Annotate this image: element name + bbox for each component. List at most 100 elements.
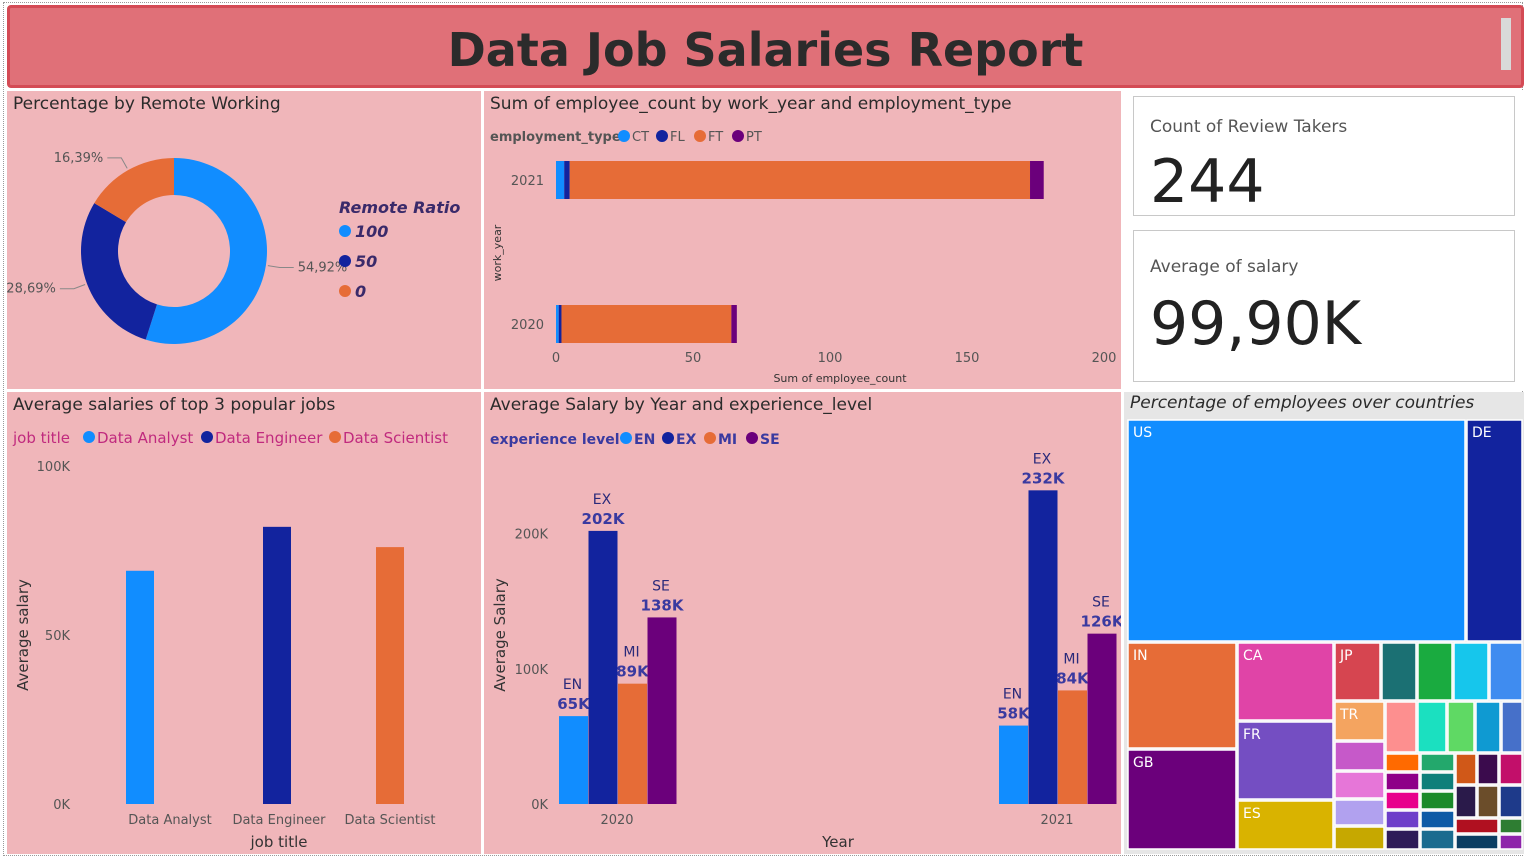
- countries-panel[interactable]: Percentage of employees over countries U…: [1124, 392, 1524, 854]
- emp-bar-2021-FT[interactable]: [569, 161, 1031, 199]
- emp-bar-2021-FL[interactable]: [564, 161, 570, 199]
- treemap-cell-US[interactable]: [1127, 419, 1466, 642]
- donut-slice-0[interactable]: [94, 158, 174, 223]
- jobs-bar-0[interactable]: [126, 570, 154, 804]
- jobs-legend-marker-2: [329, 431, 341, 443]
- treemap-cell-small-32[interactable]: [1499, 834, 1523, 850]
- emp-legend-label-FT: FT: [708, 130, 723, 145]
- sy-bar-2020-EN[interactable]: [559, 716, 588, 804]
- treemap-cell-small-3[interactable]: [1489, 642, 1523, 701]
- treemap-cell-TR[interactable]: [1334, 701, 1385, 741]
- treemap-cell-small-4[interactable]: [1385, 701, 1417, 753]
- emp-bar-2020-FT[interactable]: [561, 305, 732, 343]
- treemap-cell-small-28[interactable]: [1499, 785, 1523, 818]
- salary-year-panel[interactable]: Average Salary by Year and experience_le…: [484, 392, 1121, 854]
- treemap-cell-small-0[interactable]: [1381, 642, 1417, 701]
- treemap-cell-small-7[interactable]: [1475, 701, 1501, 753]
- donut-leader-50: [59, 284, 86, 290]
- sy-value-label-2020-MI: 89K: [616, 663, 650, 681]
- donut-legend-label-0: 0: [355, 282, 366, 301]
- treemap-cell-FR[interactable]: [1237, 721, 1334, 800]
- treemap-cell-small-26[interactable]: [1455, 785, 1477, 818]
- sy-value-label-2021-MI: 84K: [1056, 669, 1090, 687]
- treemap-cell-small-23[interactable]: [1455, 753, 1477, 785]
- emp-bar-2020-CT[interactable]: [556, 305, 559, 343]
- treemap-cell-ES[interactable]: [1237, 800, 1334, 850]
- treemap-cell-small-12[interactable]: [1334, 826, 1385, 850]
- sy-bar-2021-EX[interactable]: [1028, 490, 1058, 804]
- treemap-cell-small-21[interactable]: [1420, 810, 1455, 829]
- remote-donut-chart[interactable]: 54,92% 28,69% 16,39% Remote Ratio 100 50 0: [7, 91, 481, 389]
- treemap-cell-small-10[interactable]: [1334, 771, 1385, 799]
- treemap-cell-small-13[interactable]: [1385, 753, 1420, 772]
- treemap-cell-small-24[interactable]: [1477, 753, 1499, 785]
- sy-series-label-2020-SE: SE: [652, 578, 670, 594]
- treemap-cell-small-8[interactable]: [1501, 701, 1523, 753]
- treemap-cell-small-19[interactable]: [1420, 772, 1455, 791]
- sy-legend-label-EN: EN: [634, 432, 655, 448]
- treemap-cell-small-16[interactable]: [1385, 810, 1420, 829]
- emp-xtick-0: 0: [552, 351, 560, 366]
- remote-working-panel[interactable]: Percentage by Remote Working 54,92% 28,69…: [7, 91, 481, 389]
- donut-slice-50[interactable]: [80, 203, 157, 340]
- treemap-cell-small-18[interactable]: [1420, 753, 1455, 772]
- sy-value-label-2021-EX: 232K: [1022, 469, 1066, 487]
- treemap-cell-small-5[interactable]: [1417, 701, 1447, 753]
- emp-legend-label-CT: CT: [632, 130, 649, 145]
- sy-value-label-2020-EX: 202K: [582, 510, 626, 528]
- treemap-cell-small-29[interactable]: [1455, 818, 1499, 834]
- donut-legend-label-50: 50: [355, 252, 377, 271]
- top-jobs-bar-chart[interactable]: job title Data Analyst Data Engineer Data S…: [7, 392, 481, 854]
- emp-bar-2020-FL[interactable]: [558, 305, 562, 343]
- jobs-bar-1[interactable]: [263, 526, 291, 804]
- avg-salary-card[interactable]: Average of salary 99,90K: [1133, 230, 1515, 382]
- sy-bar-2020-EX[interactable]: [588, 530, 618, 804]
- sy-bar-2021-EN[interactable]: [999, 725, 1028, 804]
- treemap-cell-CA[interactable]: [1237, 642, 1334, 721]
- treemap-cell-small-31[interactable]: [1455, 834, 1499, 850]
- sy-legend-marker-EN: [620, 432, 632, 444]
- sy-xlabel: Year: [821, 833, 855, 851]
- treemap-cell-small-11[interactable]: [1334, 799, 1385, 826]
- sy-bar-2020-MI[interactable]: [618, 683, 647, 804]
- treemap-cell-small-9[interactable]: [1334, 741, 1385, 771]
- sy-bar-2021-MI[interactable]: [1058, 690, 1087, 804]
- jobs-bar-2[interactable]: [376, 547, 404, 804]
- treemap-cell-small-1[interactable]: [1417, 642, 1453, 701]
- treemap-cell-IN[interactable]: [1127, 642, 1237, 749]
- emp-xtick-50: 50: [685, 351, 702, 366]
- treemap-cell-small-6[interactable]: [1447, 701, 1475, 753]
- emp-bar-2021-PT[interactable]: [1030, 161, 1044, 199]
- header-scrollbar[interactable]: [1501, 18, 1511, 70]
- emp-legend-label-PT: PT: [746, 130, 762, 145]
- treemap-cell-small-22[interactable]: [1420, 829, 1455, 850]
- review-takers-label: Count of Review Takers: [1150, 117, 1348, 137]
- sy-legend-marker-EX: [662, 432, 674, 444]
- treemap-cell-small-17[interactable]: [1385, 829, 1420, 850]
- treemap-cell-small-25[interactable]: [1499, 753, 1523, 785]
- donut-slice-100[interactable]: [145, 158, 268, 344]
- treemap-cell-small-30[interactable]: [1499, 818, 1523, 834]
- treemap-cell-small-15[interactable]: [1385, 791, 1420, 810]
- emp-xlabel: Sum of employee_count: [773, 372, 907, 385]
- treemap-cell-DE[interactable]: [1466, 419, 1523, 642]
- treemap-cell-GB[interactable]: [1127, 749, 1237, 850]
- sy-bar-2020-SE[interactable]: [647, 617, 677, 804]
- treemap-cell-small-20[interactable]: [1420, 791, 1455, 810]
- treemap-cell-small-27[interactable]: [1477, 785, 1499, 818]
- top-jobs-panel[interactable]: Average salaries of top 3 popular jobs j…: [7, 392, 481, 854]
- sy-bar-2021-SE[interactable]: [1087, 633, 1117, 804]
- treemap-cell-small-2[interactable]: [1453, 642, 1489, 701]
- treemap-cell-JP[interactable]: [1334, 642, 1381, 701]
- emp-bar-2020-PT[interactable]: [731, 305, 737, 343]
- treemap-cell-small-14[interactable]: [1385, 772, 1420, 791]
- emp-ytick-2020: 2020: [511, 318, 544, 333]
- donut-label-50: 28,69%: [7, 282, 56, 297]
- employment-panel[interactable]: Sum of employee_count by work_year and e…: [484, 91, 1121, 389]
- avg-salary-value: 99,90K: [1150, 289, 1362, 359]
- employment-bar-chart[interactable]: employment_type CT FL FT PT 2021 2020 0 50 100 150…: [484, 91, 1121, 389]
- salary-year-bar-chart[interactable]: experience level EN EX MI SE 0K 100K 200K EN 65K E…: [484, 392, 1121, 854]
- countries-treemap[interactable]: US DE IN GB CA FR ES JP TR: [1124, 392, 1524, 854]
- emp-bar-2021-CT[interactable]: [556, 161, 565, 199]
- review-takers-card[interactable]: Count of Review Takers 244: [1133, 96, 1515, 217]
